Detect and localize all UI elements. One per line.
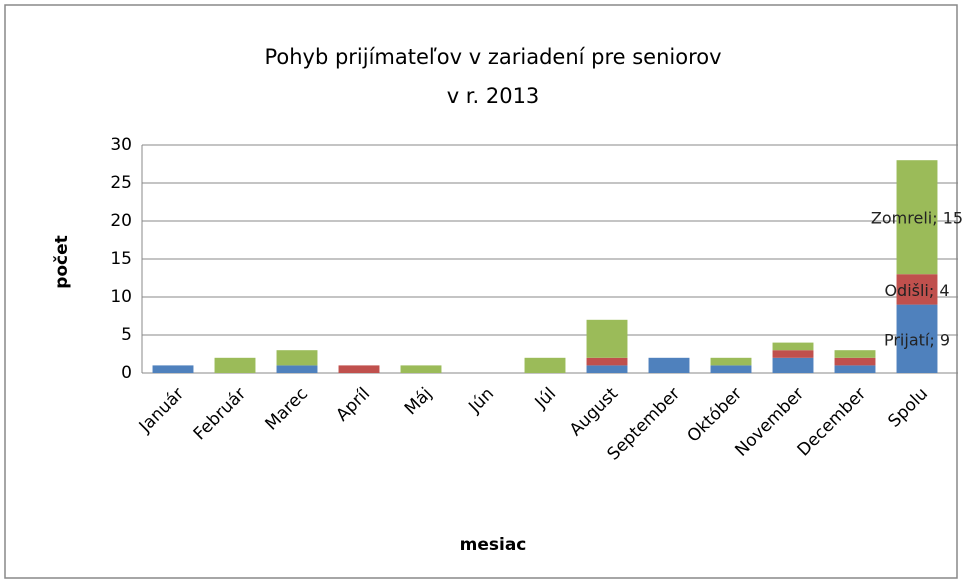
- y-tick-label: 30: [110, 135, 132, 155]
- bar-segment: [834, 365, 876, 373]
- bar-segment: [586, 319, 628, 358]
- y-axis-title: počet: [52, 235, 72, 289]
- bar-segment: [834, 357, 876, 366]
- bar-segment: [586, 357, 628, 366]
- y-tick-label: 20: [110, 211, 132, 231]
- data-label: Prijatí; 9: [884, 330, 950, 349]
- bar-segment: [772, 350, 814, 358]
- bar-segment: [152, 365, 194, 373]
- bar-segment: [896, 160, 938, 275]
- bar-segment: [648, 357, 690, 373]
- x-axis-title: mesiac: [460, 535, 527, 555]
- bar-segment: [214, 357, 256, 373]
- y-tick-label: 10: [110, 287, 132, 307]
- bar-segment: [896, 304, 938, 373]
- bar-segment: [524, 357, 566, 373]
- bar-segment: [772, 357, 814, 373]
- y-tick-label: 15: [110, 249, 132, 269]
- chart-border: [4, 4, 958, 579]
- bar-segment: [276, 365, 318, 373]
- bar-segment: [710, 357, 752, 366]
- y-tick-label: 25: [110, 173, 132, 193]
- bar-segment: [400, 365, 442, 373]
- bar-segment: [772, 342, 814, 351]
- data-label: Odišli; 4: [884, 281, 949, 300]
- bar-segment: [896, 274, 938, 305]
- chart-title: Pohyb prijímateľov v zariadení pre senio…: [264, 45, 721, 69]
- bar-segment: [586, 365, 628, 373]
- chart-title: v r. 2013: [447, 84, 540, 108]
- bar-segment: [338, 365, 380, 373]
- y-tick-label: 5: [121, 325, 132, 345]
- data-label: Zomreli; 15: [871, 209, 963, 228]
- bar-segment: [834, 350, 876, 358]
- bar-segment: [276, 350, 318, 366]
- y-tick-label: 0: [121, 363, 132, 383]
- bar-segment: [710, 365, 752, 373]
